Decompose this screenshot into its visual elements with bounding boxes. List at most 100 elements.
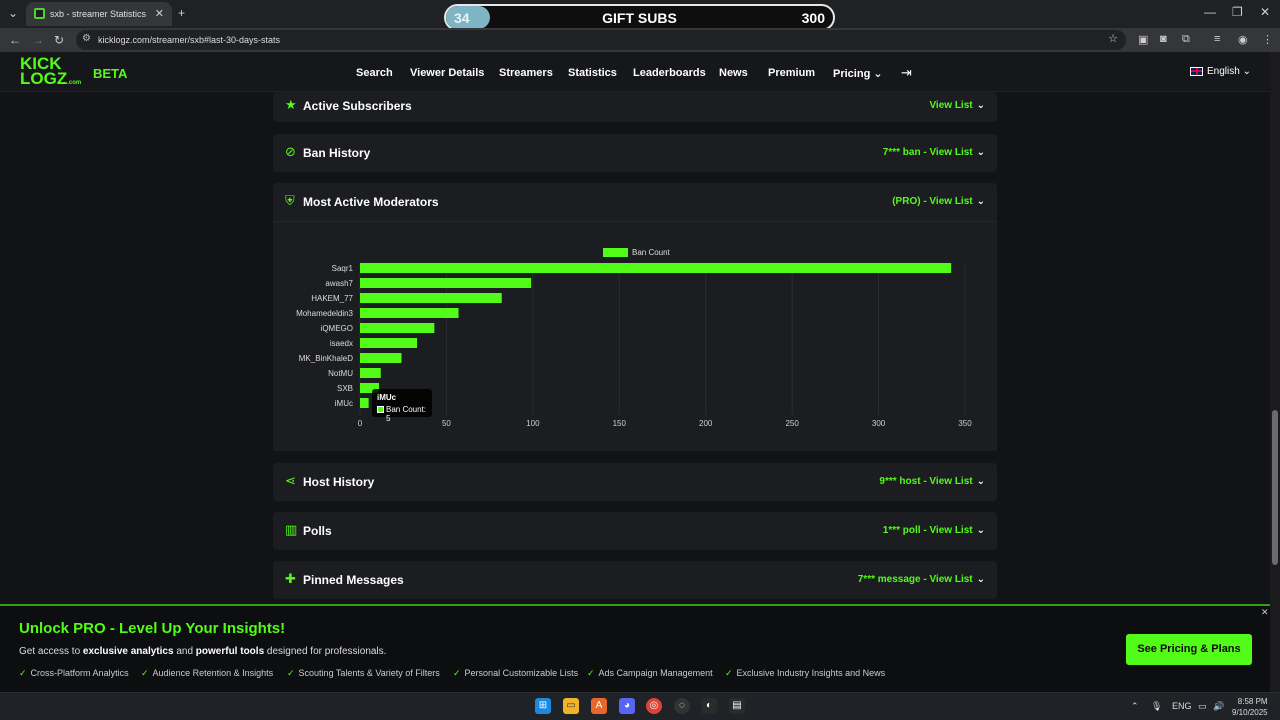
feature-item: ✓ Audience Retention & Insights: [141, 668, 273, 679]
category-label: isaedx: [330, 339, 353, 348]
panel-most-active-moderators[interactable]: ⛨ Most Active Moderators (PRO) - View Li…: [273, 183, 997, 221]
feature-label: Scouting Talents & Variety of Filters: [298, 668, 440, 678]
chevron-up-icon: ⌄: [976, 196, 985, 207]
browser-tab[interactable]: sxb - streamer Statistics ✕: [26, 2, 172, 26]
chevron-down-icon: ⌄: [976, 147, 985, 158]
close-window-icon[interactable]: ✕: [1260, 5, 1271, 19]
minimize-icon[interactable]: —: [1204, 5, 1216, 19]
url-text[interactable]: kicklogz.com/streamer/sxb#last-30-days-s…: [98, 35, 281, 45]
view-list-label: 1*** poll - View List: [882, 525, 973, 536]
omnibox[interactable]: ⚙ kicklogz.com/streamer/sxb#last-30-days…: [76, 30, 1126, 50]
profile-avatar-icon[interactable]: ◉: [1238, 34, 1248, 46]
category-label: MK_BinKhaleD: [299, 354, 353, 363]
panel-polls[interactable]: ▥ Polls 1*** poll - View List ⌄: [273, 512, 997, 550]
x-tick-label: 50: [442, 419, 451, 428]
poll-chart-icon: ▥: [285, 522, 298, 537]
nav-search[interactable]: Search: [356, 67, 393, 79]
moderators-ban-chart: 0 50 100 150 200 250 300 350 Ban Count Saqr1 awash…: [273, 221, 997, 451]
extensions-puzzle-icon[interactable]: ⧉: [1182, 33, 1190, 45]
discord-icon[interactable]: ◕: [619, 698, 635, 714]
nav-pricing-label: Pricing: [833, 68, 871, 80]
nav-leaderboards[interactable]: Leaderboards: [633, 67, 706, 79]
volume-icon[interactable]: 🔊: [1213, 701, 1225, 711]
nav-streamers[interactable]: Streamers: [499, 67, 553, 79]
extension-icon[interactable]: ▣: [1138, 34, 1149, 46]
input-language[interactable]: ENG: [1172, 701, 1192, 711]
microphone-icon[interactable]: 🎙: [1151, 701, 1163, 711]
view-list-link[interactable]: 9*** host - View List ⌄: [879, 476, 985, 487]
nav-news[interactable]: News: [719, 67, 748, 79]
promo-title: Unlock PRO - Level Up Your Insights!: [19, 620, 286, 637]
maximize-icon[interactable]: ❐: [1232, 5, 1243, 19]
view-list-label: (PRO) - View List: [892, 196, 973, 207]
page-scrollbar[interactable]: [1270, 52, 1280, 692]
forward-icon[interactable]: →: [32, 33, 44, 47]
legend-swatch: [603, 248, 628, 257]
tray-chevron-icon[interactable]: ⌃: [1131, 701, 1139, 711]
check-icon: ✓: [725, 668, 733, 678]
obs-icon[interactable]: ◌: [674, 698, 690, 714]
chrome-icon[interactable]: ◎: [646, 698, 662, 714]
chart-tooltip: iMUc Ban Count: 5: [372, 389, 432, 423]
bar: [360, 383, 380, 393]
panel-host-history[interactable]: ⋖ Host History 9*** host - View List ⌄: [273, 463, 997, 501]
tooltip-swatch: [377, 406, 384, 413]
pin-icon: ✚: [285, 571, 296, 586]
steam-icon[interactable]: ◐: [701, 698, 717, 714]
feature-label: Ads Campaign Management: [598, 668, 713, 678]
promo-sub-bold-1: exclusive analytics: [82, 646, 174, 657]
gift-subs-goal: 300: [801, 10, 825, 26]
site-info-icon[interactable]: ⚙: [82, 33, 91, 44]
language-selector[interactable]: English ⌄: [1190, 66, 1251, 77]
check-icon: ✓: [453, 668, 461, 678]
tab-search-icon[interactable]: ⌄: [8, 6, 19, 20]
language-label: English: [1207, 66, 1240, 77]
media-control-icon[interactable]: ≡: [1214, 33, 1221, 45]
nav-statistics[interactable]: Statistics: [568, 67, 617, 79]
view-list-link[interactable]: 7*** ban - View List ⌄: [883, 147, 985, 158]
network-icon[interactable]: ▭: [1198, 701, 1207, 711]
panel-pinned-messages[interactable]: ✚ Pinned Messages 7*** message - View Li…: [273, 561, 997, 599]
back-icon[interactable]: ←: [9, 33, 21, 47]
bar: [360, 398, 369, 408]
extension-2-icon[interactable]: ◙: [1160, 33, 1167, 45]
app-a-icon[interactable]: A: [591, 698, 607, 714]
panel-ban-history[interactable]: ⊘ Ban History 7*** ban - View List ⌄: [273, 134, 997, 172]
x-tick-label: 200: [699, 419, 713, 428]
bookmark-star-icon[interactable]: ☆: [1108, 33, 1118, 45]
legend-label: Ban Count: [632, 248, 671, 257]
nav-premium[interactable]: Premium: [768, 67, 816, 79]
close-banner-icon[interactable]: ✕: [1261, 607, 1269, 617]
feature-label: Personal Customizable Lists: [464, 668, 579, 678]
windows-start-icon[interactable]: ⊞: [535, 698, 551, 714]
panel-title: Polls: [303, 524, 332, 538]
file-explorer-icon[interactable]: ▭: [563, 698, 579, 714]
view-list-link[interactable]: 7*** message - View List ⌄: [858, 574, 985, 585]
login-icon[interactable]: ⇥: [901, 65, 912, 80]
system-clock[interactable]: 8:58 PM 9/10/2025: [1232, 696, 1268, 718]
see-pricing-button[interactable]: See Pricing & Plans: [1126, 634, 1252, 665]
category-label: iQMEGO: [321, 324, 353, 333]
ban-icon: ⊘: [285, 144, 296, 159]
nav-viewer-details[interactable]: Viewer Details: [410, 67, 485, 79]
beta-badge: BETA: [93, 66, 128, 81]
app-terminal-icon[interactable]: ▤: [729, 698, 745, 714]
view-list-link[interactable]: View List ⌄: [929, 100, 985, 111]
kicklogz-logo[interactable]: KICK LOGZ.com: [20, 55, 81, 91]
browser-menu-icon[interactable]: ⋮: [1262, 34, 1273, 46]
view-list-link[interactable]: (PRO) - View List ⌄: [892, 196, 985, 207]
chevron-down-icon: ⌄: [976, 476, 985, 487]
nav-pricing[interactable]: Pricing ⌄: [833, 67, 883, 80]
pro-promo-banner: ✕ Unlock PRO - Level Up Your Insights! G…: [0, 604, 1270, 692]
category-label: iMUc: [335, 399, 353, 408]
page-scrollbar-thumb[interactable]: [1272, 410, 1278, 565]
category-label: awash7: [325, 279, 353, 288]
x-tick-label: 150: [613, 419, 627, 428]
site-header: KICK LOGZ.com BETA Search Viewer Details…: [0, 52, 1270, 92]
new-tab-button[interactable]: +: [178, 6, 186, 20]
check-icon: ✓: [19, 668, 27, 678]
close-tab-icon[interactable]: ✕: [154, 8, 164, 20]
view-list-link[interactable]: 1*** poll - View List ⌄: [883, 525, 985, 536]
panel-active-subscribers[interactable]: ★ Active Subscribers View List ⌄: [273, 92, 997, 122]
reload-icon[interactable]: ↻: [54, 33, 65, 47]
